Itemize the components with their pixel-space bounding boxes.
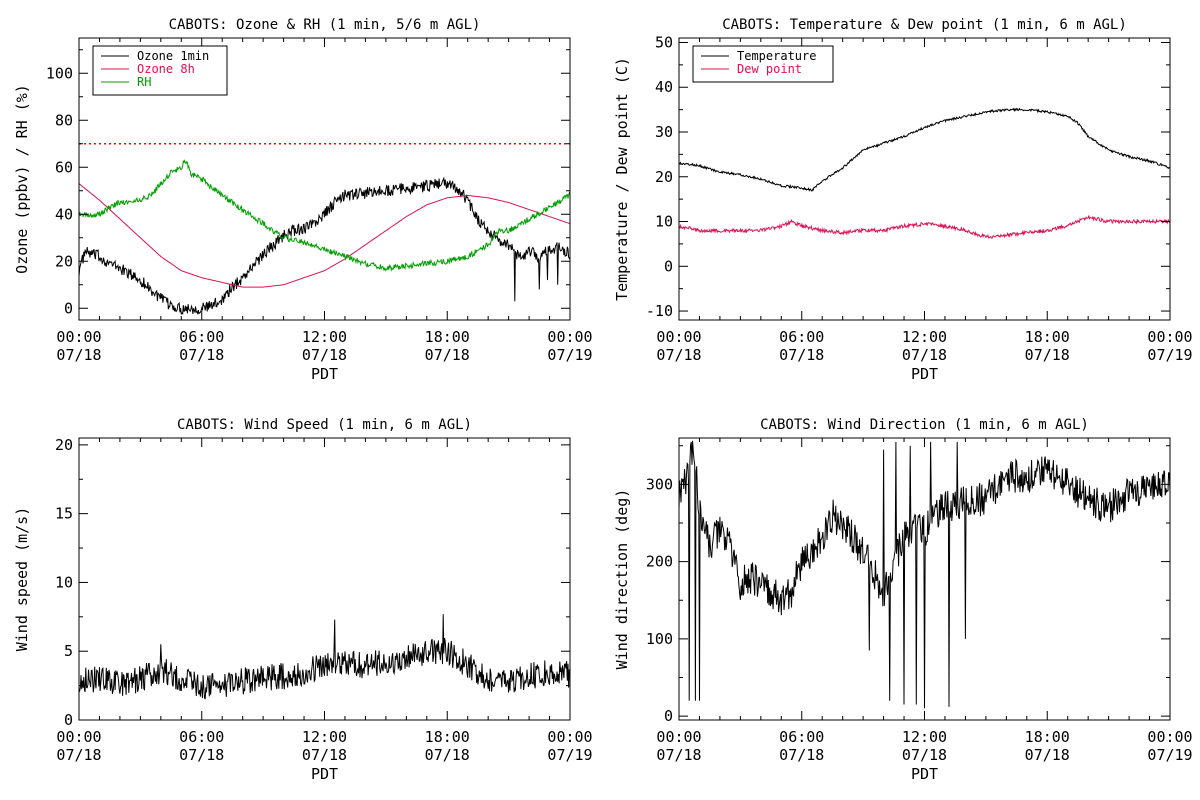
x-axis-label: PDT bbox=[911, 765, 938, 783]
x-tick-label: 00:00 bbox=[547, 728, 592, 746]
y-axis-label: Wind speed (m/s) bbox=[13, 507, 31, 652]
x-tick-label: 18:00 bbox=[1025, 328, 1070, 346]
x-tick-label: 00:00 bbox=[1147, 328, 1192, 346]
x-tick-label: 07/18 bbox=[425, 346, 470, 364]
legend-box bbox=[92, 45, 228, 96]
x-tick-label: 18:00 bbox=[425, 328, 470, 346]
y-tick-label: 10 bbox=[655, 213, 673, 231]
x-tick-label: 06:00 bbox=[179, 728, 224, 746]
x-tick-label: 07/18 bbox=[779, 746, 824, 764]
x-tick-label: 07/18 bbox=[902, 746, 947, 764]
chart-panel-4: CABOTS: Wind Direction (1 min, 6 m AGL) 0… bbox=[613, 417, 1193, 783]
x-tick-label: 07/18 bbox=[656, 346, 701, 364]
x-tick-label: 00:00 bbox=[656, 328, 701, 346]
series-line-3 bbox=[79, 159, 570, 272]
series-line-1 bbox=[79, 176, 570, 316]
x-tick-label: 12:00 bbox=[302, 328, 347, 346]
series-line-2 bbox=[79, 183, 570, 288]
x-tick-label: 07/19 bbox=[1147, 746, 1192, 764]
y-tick-label: 0 bbox=[64, 299, 73, 317]
chart-title: CABOTS: Wind Speed (1 min, 6 m AGL) bbox=[177, 417, 472, 433]
series-line-1 bbox=[79, 614, 570, 700]
x-tick-label: 00:00 bbox=[1147, 728, 1192, 746]
x-tick-label: 07/18 bbox=[779, 346, 824, 364]
y-tick-label: 300 bbox=[646, 475, 673, 493]
x-tick-label: 06:00 bbox=[779, 328, 824, 346]
x-tick-label: 07/18 bbox=[302, 346, 347, 364]
y-tick-label: 20 bbox=[55, 436, 73, 454]
y-tick-label: 30 bbox=[655, 123, 673, 141]
x-tick-label: 12:00 bbox=[302, 728, 347, 746]
y-axis-label: Wind direction (deg) bbox=[613, 489, 631, 670]
chart-title: CABOTS: Ozone & RH (1 min, 5/6 m AGL) bbox=[169, 17, 481, 33]
x-tick-label: 07/18 bbox=[302, 746, 347, 764]
x-tick-label: 06:00 bbox=[179, 328, 224, 346]
chart-title: CABOTS: Temperature & Dew point (1 min, … bbox=[722, 17, 1127, 33]
x-tick-label: 00:00 bbox=[656, 728, 701, 746]
y-tick-label: 50 bbox=[655, 33, 673, 51]
y-axis-label: Ozone (ppbv) / RH (%) bbox=[13, 84, 31, 274]
y-tick-label: 10 bbox=[55, 573, 73, 591]
x-tick-label: 18:00 bbox=[425, 728, 470, 746]
y-tick-label: -10 bbox=[646, 302, 673, 320]
y-tick-label: 5 bbox=[64, 642, 73, 660]
series-line-2 bbox=[679, 215, 1170, 240]
x-tick-label: 07/19 bbox=[1147, 346, 1192, 364]
x-tick-label: 12:00 bbox=[902, 728, 947, 746]
y-axis-label: Temperature / Dew point (C) bbox=[613, 57, 631, 301]
x-tick-label: 12:00 bbox=[902, 328, 947, 346]
x-tick-label: 00:00 bbox=[56, 328, 101, 346]
x-tick-label: 07/18 bbox=[1025, 746, 1070, 764]
series-line-1 bbox=[679, 107, 1170, 192]
y-tick-label: 20 bbox=[655, 168, 673, 186]
y-tick-label: 0 bbox=[664, 257, 673, 275]
y-tick-label: 15 bbox=[55, 505, 73, 523]
x-axis-label: PDT bbox=[311, 765, 338, 783]
legend-label: Ozone 8h bbox=[137, 62, 195, 76]
y-tick-label: 40 bbox=[655, 78, 673, 96]
x-tick-label: 00:00 bbox=[56, 728, 101, 746]
legend-label: Dew point bbox=[737, 62, 802, 76]
y-tick-label: 20 bbox=[55, 252, 73, 270]
x-tick-label: 18:00 bbox=[1025, 728, 1070, 746]
x-tick-label: 07/18 bbox=[1025, 346, 1070, 364]
x-tick-label: 00:00 bbox=[547, 328, 592, 346]
y-tick-label: 40 bbox=[55, 205, 73, 223]
legend-label: Ozone 1min bbox=[137, 49, 209, 63]
x-tick-label: 07/18 bbox=[179, 746, 224, 764]
chart-title: CABOTS: Wind Direction (1 min, 6 m AGL) bbox=[760, 417, 1089, 433]
y-tick-label: 100 bbox=[46, 64, 73, 82]
x-tick-label: 07/18 bbox=[56, 746, 101, 764]
x-tick-label: 06:00 bbox=[779, 728, 824, 746]
chart-panel-3: CABOTS: Wind Speed (1 min, 6 m AGL) 00:00… bbox=[13, 417, 593, 783]
y-tick-label: 60 bbox=[55, 158, 73, 176]
x-tick-label: 07/18 bbox=[179, 346, 224, 364]
y-tick-label: 100 bbox=[646, 630, 673, 648]
x-axis-label: PDT bbox=[311, 365, 338, 383]
legend-box bbox=[692, 45, 834, 83]
x-tick-label: 07/18 bbox=[425, 746, 470, 764]
y-tick-label: 0 bbox=[664, 707, 673, 725]
x-axis-label: PDT bbox=[911, 365, 938, 383]
x-tick-label: 07/19 bbox=[547, 746, 592, 764]
series-line-1 bbox=[679, 440, 1170, 709]
y-tick-label: 80 bbox=[55, 111, 73, 129]
x-tick-label: 07/18 bbox=[656, 746, 701, 764]
chart-panel-1: CABOTS: Ozone & RH (1 min, 5/6 m AGL) 00:… bbox=[13, 17, 593, 383]
legend-label: Temperature bbox=[737, 49, 816, 63]
y-tick-label: 200 bbox=[646, 553, 673, 571]
x-tick-label: 07/18 bbox=[902, 346, 947, 364]
x-tick-label: 07/19 bbox=[547, 346, 592, 364]
x-tick-label: 07/18 bbox=[56, 346, 101, 364]
legend-label: RH bbox=[137, 75, 151, 89]
y-tick-label: 0 bbox=[64, 711, 73, 729]
chart-panel-2: CABOTS: Temperature & Dew point (1 min, … bbox=[613, 17, 1193, 383]
